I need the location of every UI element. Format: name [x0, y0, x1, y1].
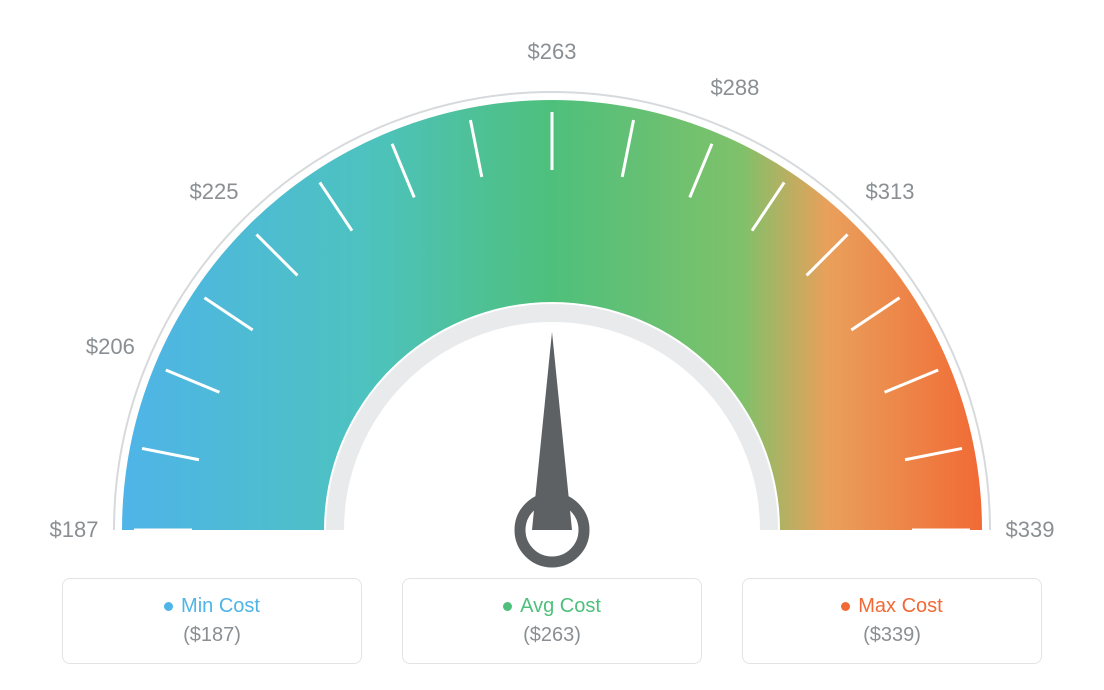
gauge-tick-label: $225	[190, 179, 239, 205]
gauge-tick-label: $339	[1006, 517, 1055, 543]
gauge-tick-label: $206	[86, 334, 135, 360]
cost-gauge: $187 $206 $225 $263 $288 $313 $339	[52, 30, 1052, 550]
gauge-svg	[52, 30, 1052, 590]
legend-card-avg: Avg Cost ($263)	[402, 578, 702, 664]
legend-card-min: Min Cost ($187)	[62, 578, 362, 664]
legend-card-max: Max Cost ($339)	[742, 578, 1042, 664]
legend-label-max: Max Cost	[858, 595, 942, 618]
legend-label-avg: Avg Cost	[520, 595, 601, 618]
gauge-tick-label: $263	[528, 39, 577, 65]
legend-label-min: Min Cost	[181, 595, 260, 618]
dot-icon	[503, 602, 512, 611]
gauge-tick-label: $313	[866, 179, 915, 205]
gauge-tick-label: $288	[710, 75, 759, 101]
legend-title-avg: Avg Cost	[503, 595, 601, 618]
gauge-tick-label: $187	[50, 517, 99, 543]
dot-icon	[164, 602, 173, 611]
legend-value-min: ($187)	[183, 624, 241, 647]
legend-title-max: Max Cost	[841, 595, 942, 618]
legend: Min Cost ($187) Avg Cost ($263) Max Cost…	[62, 578, 1042, 664]
legend-value-avg: ($263)	[523, 624, 581, 647]
dot-icon	[841, 602, 850, 611]
legend-title-min: Min Cost	[164, 595, 260, 618]
legend-value-max: ($339)	[863, 624, 921, 647]
